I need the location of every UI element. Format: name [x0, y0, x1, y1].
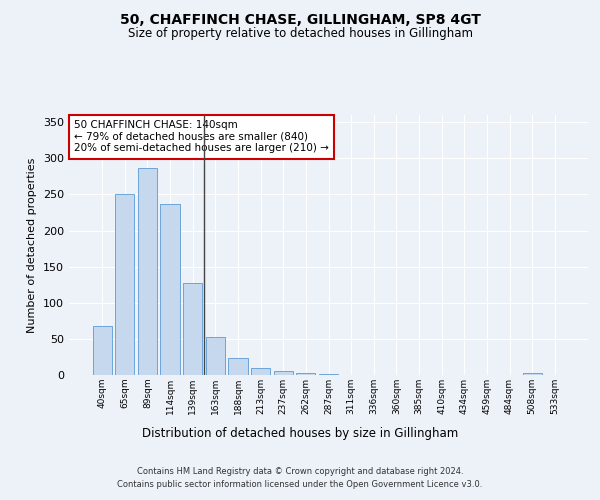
Bar [229, 358, 248, 375]
Text: Distribution of detached houses by size in Gillingham: Distribution of detached houses by size … [142, 428, 458, 440]
Text: 50, CHAFFINCH CHASE, GILLINGHAM, SP8 4GT: 50, CHAFFINCH CHASE, GILLINGHAM, SP8 4GT [119, 12, 481, 26]
Bar [92, 326, 112, 375]
Bar [319, 374, 338, 375]
Bar [160, 204, 180, 375]
Text: Size of property relative to detached houses in Gillingham: Size of property relative to detached ho… [128, 28, 473, 40]
Text: 50 CHAFFINCH CHASE: 140sqm
← 79% of detached houses are smaller (840)
20% of sem: 50 CHAFFINCH CHASE: 140sqm ← 79% of deta… [74, 120, 329, 154]
Bar [138, 168, 157, 375]
Bar [296, 373, 316, 375]
Bar [115, 194, 134, 375]
Bar [183, 282, 202, 375]
Text: Contains public sector information licensed under the Open Government Licence v3: Contains public sector information licen… [118, 480, 482, 489]
Bar [206, 336, 225, 375]
Bar [251, 368, 270, 375]
Bar [523, 373, 542, 375]
Y-axis label: Number of detached properties: Number of detached properties [28, 158, 37, 332]
Bar [274, 372, 293, 375]
Text: Contains HM Land Registry data © Crown copyright and database right 2024.: Contains HM Land Registry data © Crown c… [137, 468, 463, 476]
